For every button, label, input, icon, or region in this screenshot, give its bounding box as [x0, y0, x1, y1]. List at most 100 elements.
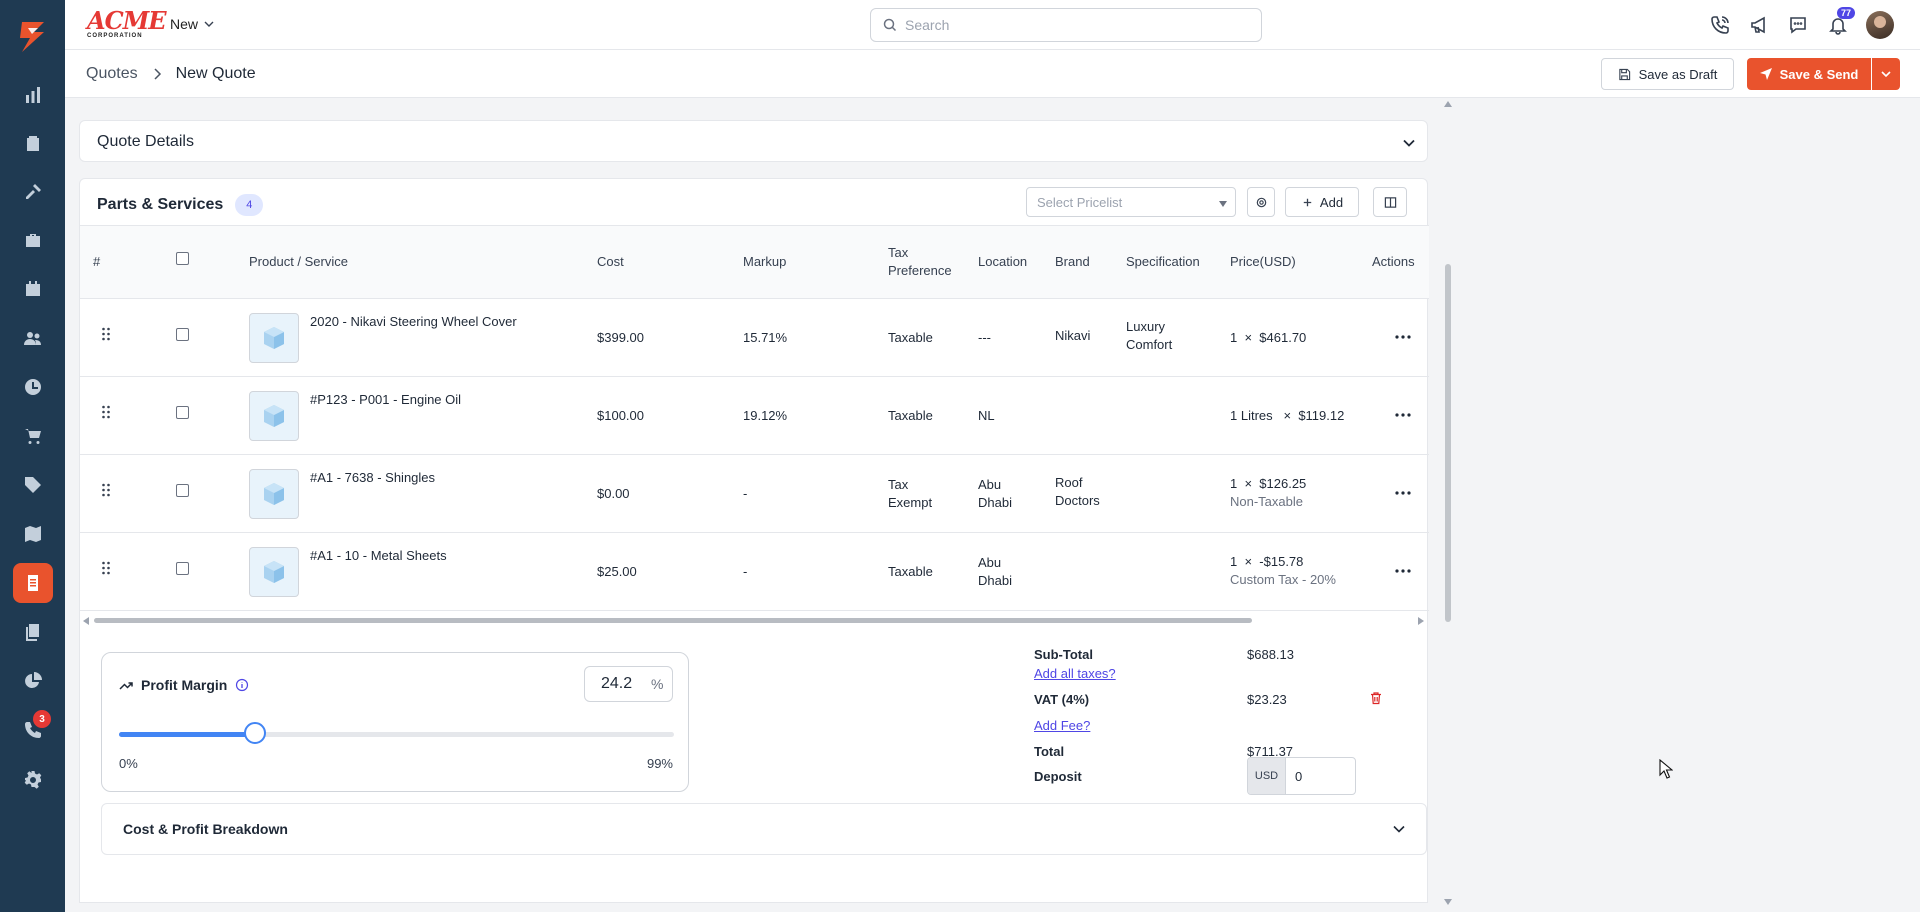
profit-margin-slider-handle[interactable]	[243, 722, 266, 744]
sidebar-item-calls[interactable]: 3	[13, 710, 53, 750]
cost-profit-breakdown-panel[interactable]: Cost & Profit Breakdown	[101, 803, 1427, 855]
total-value: $711.37	[1247, 744, 1294, 759]
save-as-draft-button[interactable]: Save as Draft	[1601, 58, 1734, 90]
more-actions-icon[interactable]	[1395, 335, 1411, 339]
subtotal-label: Sub-Total	[1034, 647, 1093, 662]
more-actions-icon[interactable]	[1395, 491, 1411, 495]
add-fee-link[interactable]: Add Fee?	[1034, 718, 1091, 733]
table-row[interactable]: #A1 - 7638 - Shingles $0.00 - Tax Exempt…	[80, 455, 1429, 533]
scrollbar-thumb[interactable]	[1445, 264, 1451, 622]
sidebar-item-customers[interactable]	[13, 318, 53, 358]
new-menu-button[interactable]: New	[170, 16, 214, 32]
scroll-down-icon[interactable]	[1444, 899, 1452, 905]
product-name[interactable]: #P123 - P001 - Engine Oil	[310, 392, 462, 407]
sidebar-item-invoices[interactable]	[13, 612, 53, 652]
sidebar-item-reports[interactable]	[13, 661, 53, 701]
drag-handle-icon[interactable]	[101, 561, 111, 575]
more-actions-icon[interactable]	[1395, 569, 1411, 573]
page-vertical-scrollbar[interactable]	[1440, 98, 1456, 912]
save-and-send-button[interactable]: Save & Send	[1747, 58, 1871, 90]
sidebar-item-pricing[interactable]	[13, 465, 53, 505]
row-checkbox[interactable]	[176, 406, 189, 419]
profit-margin-input[interactable]: 24.2 %	[584, 666, 673, 702]
product-name[interactable]: #A1 - 10 - Metal Sheets	[310, 548, 447, 563]
save-as-draft-label: Save as Draft	[1638, 66, 1718, 82]
bell-icon[interactable]: 77	[1825, 7, 1855, 38]
user-avatar[interactable]	[1866, 11, 1894, 39]
price-line: 1 × $126.25	[1230, 475, 1306, 493]
breadcrumb: Quotes New Quote	[86, 65, 256, 83]
more-actions-icon[interactable]	[1395, 413, 1411, 417]
sidebar-item-dashboard[interactable]	[13, 75, 53, 115]
document-icon	[28, 575, 38, 591]
add-all-taxes-link[interactable]: Add all taxes?	[1034, 666, 1116, 681]
location-value: ---	[978, 330, 991, 345]
sidebar-item-tools[interactable]	[13, 172, 53, 212]
company-logo[interactable]: ACME CORPORATION	[87, 6, 167, 40]
briefcase-icon	[26, 234, 40, 247]
product-name[interactable]: 2020 - Nikavi Steering Wheel Cover	[310, 314, 517, 329]
sidebar-item-clipboard[interactable]	[13, 123, 53, 163]
chevron-down-icon[interactable]	[1392, 822, 1406, 836]
scroll-up-icon[interactable]	[1444, 101, 1452, 107]
phone-icon[interactable]	[1707, 12, 1733, 38]
slider-min-label: 0%	[119, 756, 138, 771]
trash-icon[interactable]	[1369, 691, 1383, 705]
search-input[interactable]	[905, 17, 1245, 33]
row-checkbox[interactable]	[176, 484, 189, 497]
sidebar-item-map[interactable]	[13, 514, 53, 554]
top-bar: ACME CORPORATION New 77	[65, 0, 1920, 50]
chevron-down-icon[interactable]	[1402, 136, 1416, 150]
deposit-label: Deposit	[1034, 769, 1082, 784]
brand-value: Roof Doctors	[1055, 475, 1100, 508]
tax-value: Taxable	[888, 408, 933, 423]
save-and-send-dropdown[interactable]	[1872, 58, 1900, 90]
breadcrumb-quotes-link[interactable]: Quotes	[86, 65, 138, 82]
table-row[interactable]: #P123 - P001 - Engine Oil $100.00 19.12%…	[80, 377, 1429, 455]
info-icon[interactable]	[235, 678, 249, 692]
global-search[interactable]	[870, 8, 1262, 42]
drag-handle-icon[interactable]	[101, 327, 111, 341]
col-price: Price(USD)	[1230, 254, 1296, 269]
box-icon	[264, 327, 284, 349]
table-row[interactable]: #A1 - 10 - Metal Sheets $25.00 - Taxable…	[80, 533, 1429, 611]
sidebar-item-timesheet[interactable]	[13, 367, 53, 407]
megaphone-icon[interactable]	[1746, 12, 1772, 38]
quote-details-panel[interactable]: Quote Details	[79, 120, 1428, 162]
deposit-input[interactable]: USD 0	[1247, 757, 1356, 795]
subtotal-value: $688.13	[1247, 647, 1294, 662]
sidebar-item-settings[interactable]	[13, 760, 53, 800]
scroll-right-icon[interactable]	[1417, 617, 1424, 625]
sidebar-item-quotes[interactable]	[13, 563, 53, 603]
table-row[interactable]: 2020 - Nikavi Steering Wheel Cover $399.…	[80, 299, 1429, 377]
select-all-checkbox[interactable]	[176, 252, 189, 265]
sidebar-item-calendar[interactable]	[13, 269, 53, 309]
pricelist-select[interactable]: Select Pricelist	[1026, 187, 1236, 217]
sidebar-item-jobs[interactable]	[13, 220, 53, 260]
row-checkbox[interactable]	[176, 328, 189, 341]
deposit-value[interactable]: 0	[1295, 768, 1303, 784]
profit-margin-slider-track[interactable]	[119, 732, 674, 737]
scroll-left-icon[interactable]	[83, 617, 90, 625]
chat-icon[interactable]	[1785, 12, 1811, 38]
col-cost: Cost	[597, 254, 624, 269]
add-item-button[interactable]: Add	[1285, 187, 1359, 217]
app-logo-icon[interactable]	[14, 18, 50, 54]
product-name[interactable]: #A1 - 7638 - Shingles	[310, 470, 436, 485]
parts-count-badge: 4	[235, 194, 264, 216]
chevron-right-icon	[154, 68, 161, 80]
drag-handle-icon[interactable]	[101, 483, 111, 497]
columns-toggle-button[interactable]	[1373, 187, 1407, 217]
table-horizontal-scrollbar[interactable]	[80, 613, 1429, 627]
drag-handle-icon[interactable]	[101, 405, 111, 419]
price-line: 1 × -$15.78	[1230, 553, 1303, 571]
location-value: Abu Dhabi	[978, 477, 1012, 510]
row-checkbox[interactable]	[176, 562, 189, 575]
pricelist-settings-button[interactable]	[1247, 187, 1275, 217]
markup-value: 15.71%	[743, 330, 788, 345]
profit-margin-value[interactable]: 24.2	[601, 675, 633, 692]
pricelist-placeholder: Select Pricelist	[1037, 195, 1123, 210]
users-icon	[24, 332, 41, 345]
scrollbar-thumb[interactable]	[94, 618, 1252, 623]
sidebar-item-orders[interactable]	[13, 416, 53, 456]
